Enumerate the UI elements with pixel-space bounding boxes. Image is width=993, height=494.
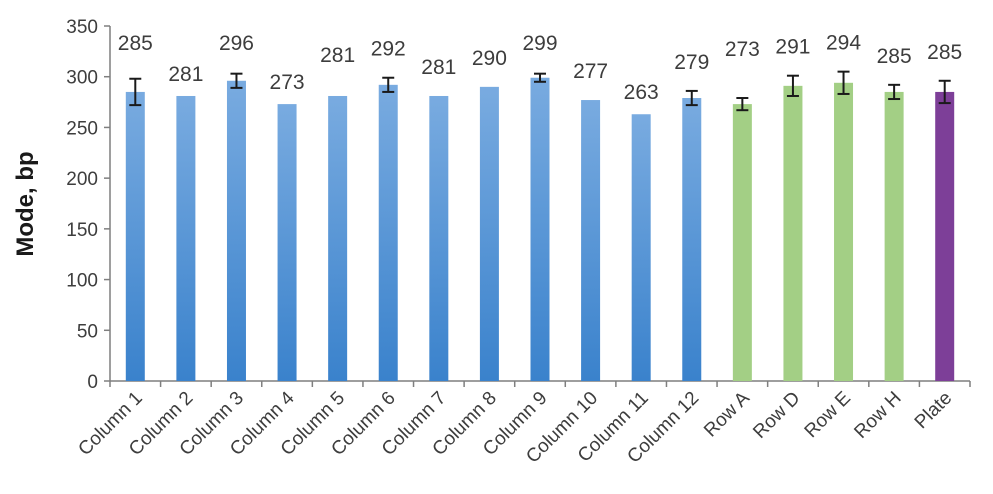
bar — [277, 104, 297, 381]
y-tick-label: 250 — [66, 118, 98, 139]
y-tick-label: 0 — [87, 372, 98, 393]
error-bar — [230, 72, 243, 89]
bar — [935, 91, 955, 381]
data-label: 273 — [270, 71, 305, 94]
x-tick-label: Row A — [700, 387, 754, 441]
error-bar — [888, 83, 901, 101]
bar — [226, 80, 246, 382]
bar — [732, 104, 752, 381]
data-label: 299 — [522, 32, 557, 55]
bar — [581, 100, 601, 382]
y-tick-label: 200 — [66, 169, 98, 190]
data-label: 294 — [826, 32, 861, 55]
data-label: 296 — [219, 32, 254, 55]
y-tick-label: 50 — [77, 321, 98, 342]
error-bar — [938, 79, 951, 105]
data-label: 285 — [877, 45, 912, 68]
bar — [682, 98, 702, 381]
bar — [378, 84, 398, 381]
bar — [884, 91, 904, 381]
y-axis: 0 50 100 150 200 250 300 350 — [66, 17, 111, 393]
y-tick-label: 100 — [66, 271, 98, 292]
y-tick-label: 150 — [66, 220, 98, 241]
bar — [125, 91, 145, 381]
bar-series — [125, 77, 955, 382]
x-tick-label: Row D — [749, 388, 804, 443]
data-label: 277 — [573, 60, 608, 83]
data-labels: 285 281 296 273 281 292 281 290 299 277 263 279 273 2… — [118, 32, 962, 105]
error-bar — [736, 97, 749, 112]
data-label: 263 — [624, 81, 659, 104]
error-bar — [786, 74, 799, 97]
bar — [530, 77, 550, 381]
y-tick-label: 350 — [66, 17, 98, 38]
bar — [429, 95, 449, 381]
error-bar — [685, 89, 698, 107]
error-bar — [382, 76, 395, 93]
bar — [176, 95, 196, 381]
bar — [834, 82, 854, 382]
x-tick-label: Row E — [801, 388, 855, 442]
data-label: 291 — [775, 36, 810, 59]
x-tick-label: Plate — [911, 388, 956, 433]
y-tick-label: 300 — [66, 68, 98, 89]
data-label: 285 — [927, 41, 962, 64]
data-label: 290 — [472, 47, 507, 70]
error-bar — [129, 77, 142, 107]
data-label: 273 — [725, 38, 760, 61]
bar — [479, 86, 499, 381]
error-bar — [534, 72, 546, 83]
error-bar — [837, 70, 850, 95]
data-label: 281 — [168, 63, 203, 86]
y-axis-title: Mode, bp — [12, 151, 39, 256]
data-label: 281 — [320, 44, 355, 67]
data-label: 285 — [118, 32, 153, 55]
data-label: 279 — [674, 51, 709, 74]
error-bars — [129, 70, 951, 112]
data-label: 292 — [371, 38, 406, 61]
bar — [328, 95, 348, 381]
bar — [631, 114, 651, 381]
bar — [783, 85, 803, 381]
x-tick-label: Row H — [850, 388, 905, 443]
data-label: 281 — [421, 56, 456, 79]
